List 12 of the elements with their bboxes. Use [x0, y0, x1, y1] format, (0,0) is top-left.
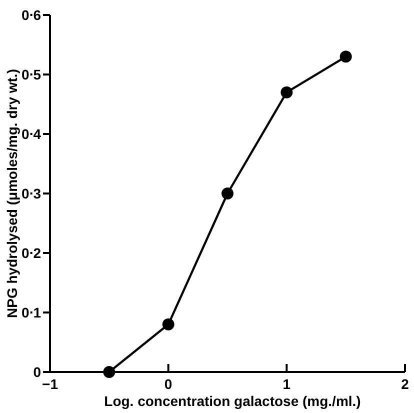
x-tick-label: −1 [42, 376, 58, 392]
x-axis-title: Log. concentration galactose (mg./ml.) [104, 393, 361, 409]
point [162, 318, 174, 330]
x-tick-label: 1 [282, 376, 291, 392]
y-axis-title: NPG hydrolysed (μmoles/mg. dry wt.) [4, 69, 20, 318]
x-tick-label: 0 [164, 376, 172, 392]
point [340, 50, 352, 63]
point [222, 188, 234, 200]
y-tick-label: 0 [33, 364, 42, 380]
point [280, 86, 293, 98]
point [103, 366, 116, 378]
x-tick-label: 2 [401, 376, 410, 392]
